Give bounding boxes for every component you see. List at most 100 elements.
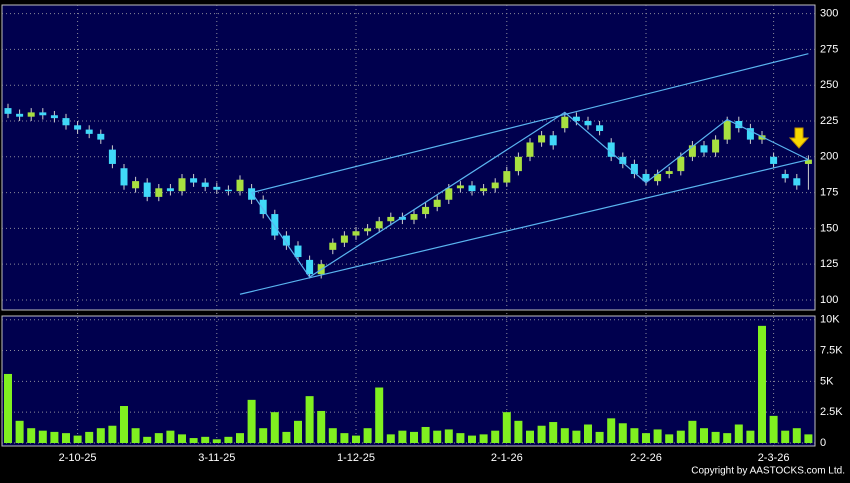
candle-body bbox=[688, 145, 696, 157]
volume-bar bbox=[85, 431, 94, 443]
arrow-marker bbox=[788, 127, 810, 149]
trendline bbox=[251, 53, 809, 194]
candle-body bbox=[781, 173, 789, 179]
volume-bar bbox=[4, 373, 12, 443]
candle-body bbox=[74, 125, 82, 130]
x-tick-label: 2-1-26 bbox=[491, 452, 523, 464]
volume-bar bbox=[178, 434, 186, 443]
y-tick-label: 100 bbox=[820, 294, 838, 306]
candle-body bbox=[166, 188, 174, 192]
candle-body bbox=[62, 118, 70, 126]
trendline bbox=[251, 111, 809, 278]
candle-body bbox=[804, 159, 812, 164]
volume-bar bbox=[502, 412, 511, 443]
y-tick-label: 250 bbox=[820, 79, 838, 91]
volume-bar bbox=[108, 425, 117, 443]
candle-body bbox=[97, 133, 105, 140]
candle-body bbox=[120, 168, 128, 186]
volume-bar bbox=[166, 430, 175, 443]
volume-bar bbox=[723, 433, 732, 443]
volume-bar bbox=[375, 387, 384, 443]
volume-bar bbox=[630, 428, 639, 443]
volume-bar bbox=[514, 420, 523, 443]
candle-body bbox=[85, 129, 93, 134]
volume-bar bbox=[560, 428, 569, 443]
y-tick-label: 175 bbox=[820, 186, 838, 198]
volume-bar bbox=[236, 433, 244, 443]
volume-bar bbox=[317, 410, 326, 443]
candle-body bbox=[4, 108, 12, 114]
candle-body bbox=[433, 199, 441, 207]
candle-body bbox=[526, 142, 534, 157]
volume-bar bbox=[758, 325, 766, 443]
volume-bar bbox=[746, 430, 755, 443]
candle-body bbox=[39, 112, 47, 116]
candle-body bbox=[27, 112, 35, 117]
candle-body bbox=[410, 214, 418, 220]
candle-body bbox=[642, 173, 650, 182]
volume-bar bbox=[224, 436, 233, 443]
volume-bar bbox=[305, 396, 314, 443]
candle-body bbox=[387, 216, 395, 222]
volume-bar bbox=[50, 431, 59, 443]
volume-bar bbox=[792, 428, 801, 443]
candle-body bbox=[549, 135, 557, 146]
x-tick-label: 2-2-26 bbox=[630, 452, 662, 464]
volume-bar bbox=[688, 420, 697, 443]
volume-bar bbox=[154, 433, 163, 443]
volume-bar bbox=[328, 428, 337, 443]
candle-body bbox=[108, 149, 116, 164]
volume-bar bbox=[572, 430, 581, 443]
candle-body bbox=[514, 156, 522, 172]
candle-body bbox=[294, 245, 302, 258]
trendline bbox=[239, 159, 809, 295]
volume-bar bbox=[700, 428, 708, 443]
candle-body bbox=[665, 171, 673, 174]
candle-body bbox=[630, 163, 638, 174]
candle-body bbox=[306, 259, 314, 275]
volume-bar bbox=[120, 406, 128, 443]
volume-bar bbox=[549, 422, 558, 443]
volume-bar bbox=[468, 435, 476, 443]
volume-bar bbox=[584, 424, 592, 443]
volume-bar bbox=[676, 430, 685, 443]
candle-body bbox=[700, 145, 708, 153]
volume-bar bbox=[618, 423, 627, 443]
x-tick-label: 1-12-25 bbox=[337, 452, 375, 464]
candle-body bbox=[468, 185, 476, 192]
volume-bar bbox=[270, 412, 279, 443]
y-tick-label: 2.5K bbox=[820, 406, 843, 418]
candle-body bbox=[224, 189, 232, 192]
candle-body bbox=[201, 182, 209, 187]
volume-bar bbox=[711, 431, 720, 443]
volume-bar bbox=[537, 425, 546, 443]
volume-bar bbox=[444, 429, 453, 443]
volume-bar bbox=[386, 434, 395, 443]
candle-body bbox=[213, 186, 221, 190]
candle-body bbox=[143, 182, 151, 197]
volume-bar bbox=[491, 430, 500, 443]
copyright: Copyright by AASTOCKS.com Ltd. bbox=[691, 466, 845, 477]
volume-bar bbox=[665, 434, 674, 443]
volume-bar bbox=[259, 428, 268, 443]
candle-body bbox=[50, 115, 58, 119]
candle-body bbox=[491, 182, 499, 189]
y-tick-label: 0 bbox=[820, 437, 826, 449]
candle-body bbox=[271, 214, 279, 236]
y-tick-label: 7.5K bbox=[820, 344, 843, 356]
candle-body bbox=[712, 139, 720, 153]
volume-bar bbox=[340, 433, 349, 443]
volume-bar bbox=[247, 399, 256, 443]
volume-panel bbox=[1, 315, 816, 447]
candle-body bbox=[561, 116, 569, 129]
volume-bar bbox=[526, 430, 534, 443]
candle-body bbox=[132, 181, 140, 189]
volume-bar bbox=[410, 431, 418, 443]
candle-body bbox=[422, 206, 430, 215]
candle-body bbox=[677, 156, 685, 172]
candle-body bbox=[654, 173, 662, 182]
candle-body bbox=[375, 221, 383, 229]
volume-bar bbox=[62, 433, 70, 443]
volume-bar bbox=[96, 428, 105, 443]
volume-bar bbox=[201, 436, 210, 443]
